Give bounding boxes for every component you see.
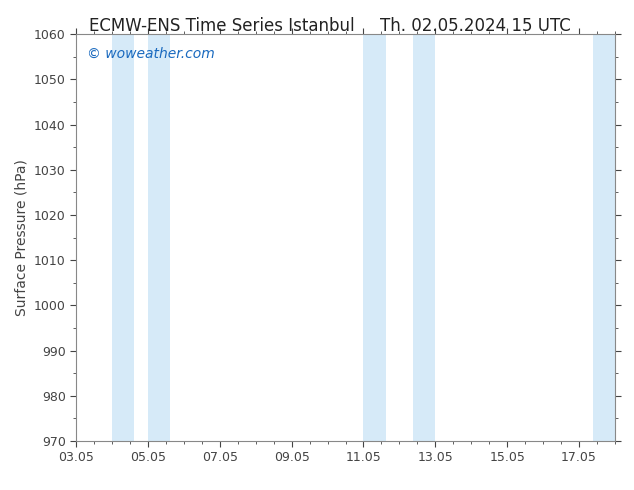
Bar [593, 34, 615, 441]
Y-axis label: Surface Pressure (hPa): Surface Pressure (hPa) [14, 159, 29, 316]
Bar [148, 34, 171, 441]
Text: ECMW-ENS Time Series Istanbul: ECMW-ENS Time Series Istanbul [89, 17, 354, 35]
Bar [112, 34, 134, 441]
Bar [413, 34, 436, 441]
Text: Th. 02.05.2024 15 UTC: Th. 02.05.2024 15 UTC [380, 17, 571, 35]
Bar [363, 34, 386, 441]
Text: © woweather.com: © woweather.com [87, 47, 214, 60]
